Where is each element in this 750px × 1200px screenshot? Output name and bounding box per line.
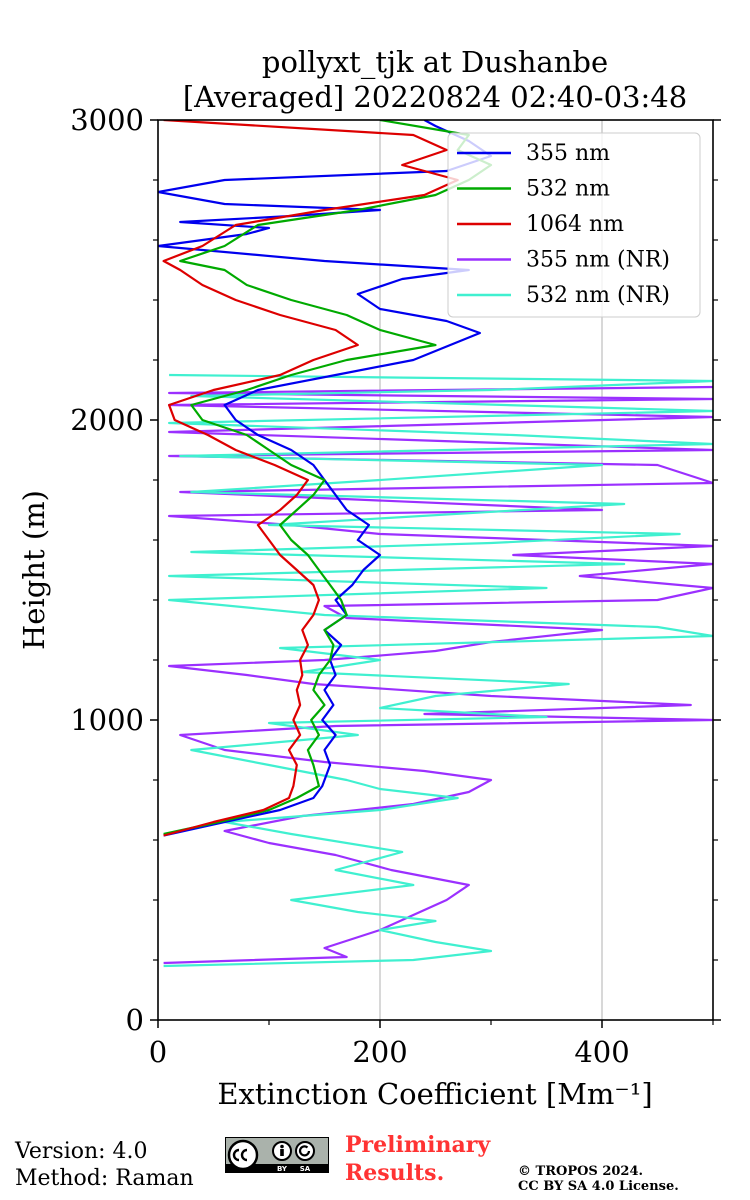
legend: 355 nm 532 nm 1064 nm 355 nm (NR) 532 nm (NR…	[447, 132, 701, 318]
y-tick-label: 2000	[70, 403, 144, 437]
legend-label-355-nm: 355 nm	[526, 141, 610, 166]
legend-label-532-nm: 532 nm	[526, 177, 610, 202]
x-tick-label: 200	[352, 1035, 407, 1069]
y-tick-label: 3000	[70, 103, 144, 137]
cc-sa-text: SA	[300, 1165, 311, 1173]
plot-frame	[157, 119, 714, 1021]
legend-label-532-nm-nr-: 532 nm (NR)	[526, 283, 670, 308]
series-line-355-nm	[158, 120, 493, 837]
copyright-line1: © TROPOS 2024.	[518, 1164, 644, 1179]
series-line-532-nm-nr-	[163, 373, 713, 968]
preliminary-results-note: Preliminary Results.	[345, 1131, 490, 1187]
x-axis-label: Extinction Coefficient [Mm⁻¹]	[217, 1077, 652, 1111]
legend-box	[447, 132, 701, 318]
x-tick-label: 400	[574, 1035, 629, 1069]
y-tick-label: 0	[126, 1003, 144, 1037]
series-line-532-nm	[163, 120, 493, 836]
chart-title: pollyxt_tjk at Dushanbe	[262, 45, 608, 80]
series-line-1064-nm	[162, 120, 459, 837]
extinction-profile-chart: pollyxt_tjk at Dushanbe [Averaged] 20220…	[17, 45, 721, 1111]
y-axis-label: Height (m)	[17, 490, 51, 650]
series-line-355-nm-nr-	[163, 385, 713, 965]
series-group	[158, 120, 713, 968]
y-tick-label: 1000	[70, 703, 144, 737]
copyright-note: © TROPOS 2024. CC BY SA 4.0 License.	[518, 1164, 679, 1194]
footer-info: Version: 4.0 Method: Raman	[15, 1138, 194, 1192]
preliminary-line1: Preliminary	[345, 1132, 491, 1158]
method-text: Method: Raman	[15, 1166, 194, 1191]
chart-subtitle: [Averaged] 20220824 02:40-03:48	[183, 80, 687, 114]
legend-label-1064-nm: 1064 nm	[526, 212, 624, 237]
cc-by-sa-icon: BY SA	[225, 1137, 329, 1173]
x-tick-label: 0	[149, 1035, 167, 1069]
cc-by-text: BY	[277, 1165, 288, 1173]
legend-label-355-nm-nr-: 355 nm (NR)	[526, 248, 670, 273]
axis-ticks: 0 200 400 0 1000 2000 3000	[70, 103, 721, 1069]
version-text: Version: 4.0	[15, 1139, 148, 1164]
preliminary-line2: Results.	[345, 1160, 445, 1186]
copyright-line2: CC BY SA 4.0 License.	[518, 1179, 679, 1194]
